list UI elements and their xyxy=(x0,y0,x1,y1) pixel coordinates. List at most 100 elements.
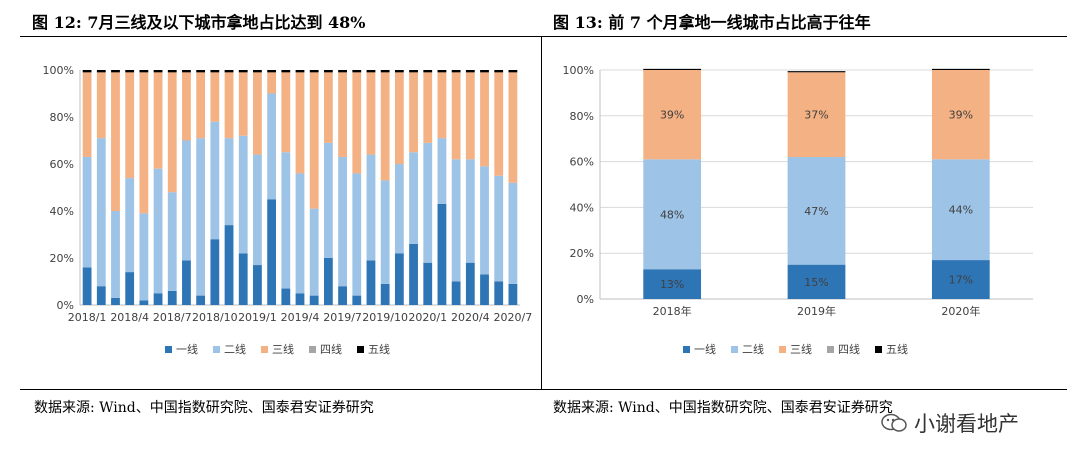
stacked-bar-chart-left: 0% 20% 40% 60% 80% 100% 2018/1 2018/4 2018/7 2018… xyxy=(43,64,533,356)
bar-segment xyxy=(96,138,106,287)
chat-bubble-icon xyxy=(881,413,907,432)
bar-segment xyxy=(309,295,319,305)
bar-segment xyxy=(224,70,234,73)
bar-segment xyxy=(787,72,846,158)
x-tick-label: 2020年 xyxy=(941,304,980,318)
bar-segment xyxy=(253,265,262,305)
x-tick-label: 2018/10 xyxy=(192,311,238,324)
x-tick-label: 2018年 xyxy=(653,304,692,318)
data-label: 37% xyxy=(804,109,828,122)
x-tick-label: 2019/7 xyxy=(323,311,362,324)
bar-segment xyxy=(338,156,347,287)
bar-segment xyxy=(352,70,362,73)
bar-segment xyxy=(82,70,92,73)
bar-segment xyxy=(295,72,305,174)
bar-segment xyxy=(139,300,149,305)
legend-swatch xyxy=(165,346,172,353)
bar-segment xyxy=(96,70,106,73)
bar-segment xyxy=(451,72,461,160)
legend-swatch xyxy=(213,346,220,353)
bar-segment xyxy=(224,72,234,139)
bar-segment xyxy=(153,293,163,305)
bar-segment xyxy=(380,283,390,305)
legend-label: 二线 xyxy=(742,342,764,356)
bar-segment xyxy=(787,71,846,73)
bar-segment xyxy=(480,70,489,73)
bar-segment xyxy=(82,267,92,305)
bar-segment xyxy=(167,192,177,291)
bar-segment xyxy=(224,225,234,305)
chart-title-left: 图 12: 7月三线及以下城市拿地占比达到 48% xyxy=(32,13,366,32)
bar-segment xyxy=(295,173,305,294)
x-tick-label: 2020/4 xyxy=(451,311,490,324)
data-label: 39% xyxy=(949,109,973,122)
data-label: 44% xyxy=(949,204,973,217)
bar-segment xyxy=(437,138,447,204)
bar-segment xyxy=(153,168,163,294)
x-tick-label: 2019年 xyxy=(797,304,836,318)
bar-segment xyxy=(480,72,489,167)
bar-segment xyxy=(139,72,149,214)
legend-swatch xyxy=(261,346,268,353)
bar-segment xyxy=(394,253,404,305)
bar-segment xyxy=(394,70,404,73)
bar-segment xyxy=(295,293,305,305)
bar-segment xyxy=(380,180,390,284)
bar-segment xyxy=(643,70,702,160)
legend-label: 四线 xyxy=(838,342,860,356)
bar-segment xyxy=(111,70,120,73)
bar-segment xyxy=(167,70,177,73)
bar-segment xyxy=(125,70,135,73)
bar-segment xyxy=(338,72,347,157)
bar-segment xyxy=(366,154,376,261)
bar-segment xyxy=(643,159,702,270)
y-tick-label: 0% xyxy=(57,299,74,312)
bar-segment xyxy=(167,290,177,305)
legend-swatch xyxy=(309,346,316,353)
bar-segment xyxy=(409,70,418,73)
bar-segment xyxy=(210,70,220,73)
bar-segment xyxy=(409,243,418,305)
y-tick-label: 60% xyxy=(570,156,594,169)
bar-segment xyxy=(309,70,319,73)
bar-segment xyxy=(409,152,418,244)
bar-segment xyxy=(196,138,206,296)
bar-segment xyxy=(267,199,277,305)
data-label: 39% xyxy=(660,109,684,122)
x-tick-label: 2018/7 xyxy=(153,311,192,324)
bar-segment xyxy=(281,288,291,305)
legend-swatch xyxy=(779,346,786,353)
bar-segment xyxy=(437,72,447,139)
bar-segment xyxy=(281,70,291,73)
source-note-right: 数据来源: Wind、中国指数研究院、国泰君安证券研究 xyxy=(553,400,893,416)
bar-segment xyxy=(238,70,248,73)
data-label: 47% xyxy=(804,205,828,218)
watermark: 小谢看地产 xyxy=(880,408,1019,438)
data-label: 17% xyxy=(949,274,973,287)
bar-segment xyxy=(366,72,376,155)
x-tick-label: 2019/10 xyxy=(362,311,408,324)
watermark-text: 小谢看地产 xyxy=(914,412,1019,436)
x-tick-label: 2018/4 xyxy=(110,311,149,324)
bar-segment xyxy=(196,70,206,73)
bar-segment xyxy=(238,253,248,305)
bar-segment xyxy=(125,272,135,305)
bar-segment xyxy=(281,72,291,153)
chart-title-right: 图 13: 前 7 个月拿地一线城市占比高于往年 xyxy=(553,13,871,32)
y-tick-label: 100% xyxy=(43,64,74,77)
legend-label: 二线 xyxy=(224,342,246,356)
bar-segment xyxy=(267,70,277,73)
data-label: 13% xyxy=(660,278,684,291)
bar-segment xyxy=(352,72,362,174)
bar-segment xyxy=(338,286,347,305)
bar-segment xyxy=(182,72,191,141)
bar-segment xyxy=(281,152,291,289)
y-tick-label: 20% xyxy=(570,247,594,260)
bar-segment xyxy=(494,175,504,282)
bar-segment xyxy=(125,72,135,179)
bar-segment xyxy=(153,72,163,169)
bar-segment xyxy=(153,70,163,73)
legend-label: 五线 xyxy=(368,342,390,356)
legend-swatch xyxy=(875,346,882,353)
bar-segment xyxy=(787,157,846,265)
